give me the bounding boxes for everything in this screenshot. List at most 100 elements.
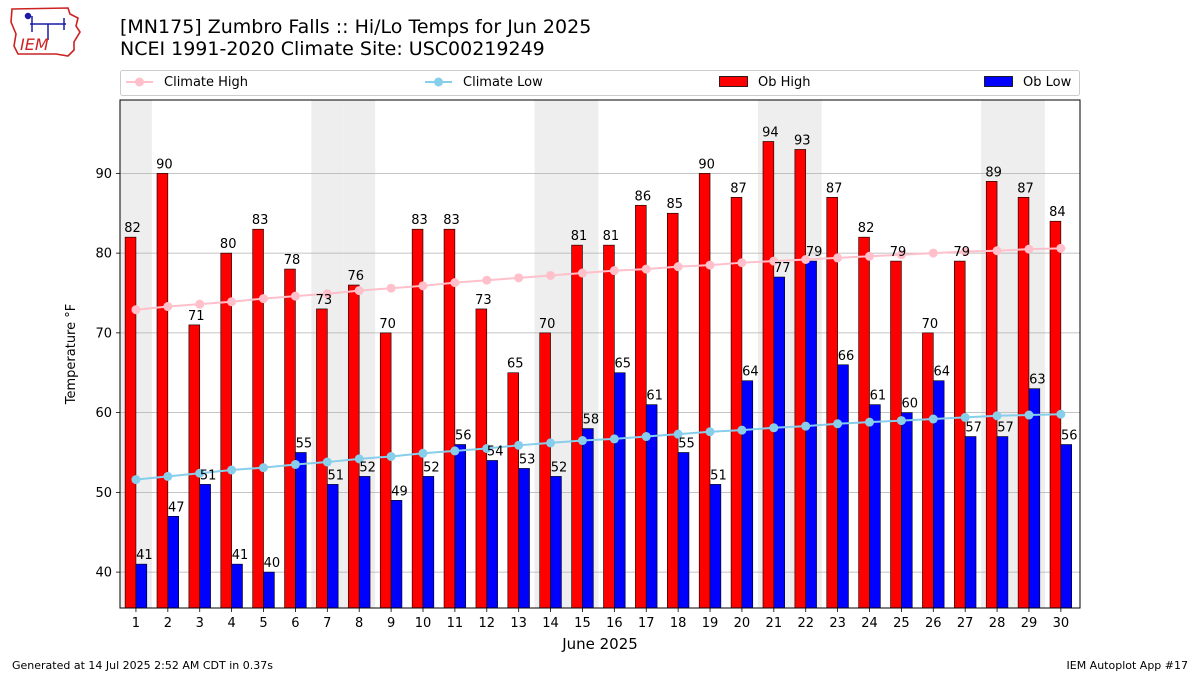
- climate-high-marker: [1024, 244, 1034, 254]
- ob-high-value-label: 70: [379, 317, 396, 332]
- climate-high-marker: [450, 278, 460, 288]
- climate-high-marker: [546, 270, 556, 280]
- x-tick-label: 27: [957, 616, 974, 631]
- climate-high-marker: [514, 273, 524, 283]
- iem-logo: IEM: [10, 7, 81, 57]
- ob-high-bar: [762, 141, 775, 609]
- ob-high-value-label: 83: [411, 213, 428, 228]
- climate-low-marker: [833, 419, 843, 429]
- ob-low-bar: [741, 380, 754, 609]
- footer-app: IEM Autoplot App #17: [1066, 659, 1189, 672]
- x-tick-label: 29: [1021, 616, 1038, 631]
- x-tick-label: 20: [734, 616, 751, 631]
- x-tick-label: 19: [702, 616, 719, 631]
- legend-climate-low-label: Climate Low: [463, 75, 543, 90]
- legend-box: [120, 70, 1080, 96]
- climate-low-marker: [322, 457, 332, 467]
- climate-low-marker: [673, 429, 683, 439]
- x-tick-label: 9: [387, 616, 395, 631]
- x-tick-label: 18: [670, 616, 687, 631]
- ob-high-value-label: 93: [794, 133, 811, 148]
- climate-low-marker: [865, 417, 875, 427]
- x-tick-label: 5: [259, 616, 267, 631]
- ob-high-bar: [985, 181, 998, 609]
- ob-high-value-label: 70: [922, 317, 939, 332]
- ob-high-bar: [1017, 196, 1030, 609]
- ob-high-bar: [252, 228, 264, 609]
- ob-low-value-label: 52: [423, 460, 440, 475]
- ob-low-value-label: 61: [870, 389, 887, 404]
- climate-low-marker: [769, 423, 779, 433]
- ob-low-bar: [805, 260, 817, 609]
- ob-low-bar: [550, 476, 562, 609]
- climate-high-marker: [865, 251, 875, 261]
- ob-low-value-label: 55: [296, 436, 313, 451]
- ob-high-bar: [794, 149, 807, 609]
- ob-high-value-label: 79: [890, 245, 907, 260]
- ob-high-value-label: 83: [252, 213, 269, 228]
- ob-high-value-label: 81: [571, 229, 588, 244]
- ob-low-value-label: 51: [710, 468, 727, 483]
- climate-high-marker: [227, 297, 237, 307]
- ob-high-bar: [922, 332, 934, 609]
- ob-low-value-label: 51: [327, 468, 344, 483]
- climate-low-marker: [960, 412, 970, 422]
- ob-low-bar: [135, 563, 148, 609]
- ob-low-value-label: 41: [232, 548, 249, 563]
- legend-item-ob-low: Ob Low: [984, 75, 1072, 90]
- ob-low-value-label: 54: [487, 444, 504, 459]
- ob-low-bar: [422, 476, 435, 609]
- climate-high-line: [135, 247, 1061, 311]
- x-tick-label: 26: [925, 616, 942, 631]
- legend-ob-high-swatch: [719, 76, 748, 87]
- climate-high-marker: [641, 264, 651, 274]
- logo-text: IEM: [20, 35, 49, 54]
- ob-high-bar: [507, 372, 519, 609]
- ob-high-value-label: 82: [124, 221, 141, 236]
- ob-high-bar: [220, 252, 232, 609]
- ob-high-value-label: 80: [220, 237, 237, 252]
- ob-high-value-label: 87: [1017, 181, 1034, 196]
- x-tick-label: 23: [829, 616, 846, 631]
- climate-low-marker: [482, 444, 492, 454]
- ob-high-value-label: 81: [603, 229, 620, 244]
- climate-high-marker: [131, 305, 141, 315]
- ob-high-bar: [188, 324, 201, 609]
- climate-low-marker: [609, 434, 619, 444]
- ob-high-value-label: 85: [666, 197, 683, 212]
- ob-low-value-label: 66: [838, 349, 855, 364]
- ob-low-bar: [327, 484, 339, 609]
- x-tick-label: 10: [415, 616, 432, 631]
- y-tick-label: 80: [95, 247, 112, 262]
- climate-high-marker: [290, 291, 300, 301]
- climate-low-marker: [450, 446, 460, 456]
- ob-low-value-label: 57: [965, 421, 982, 436]
- x-tick-label: 7: [323, 616, 331, 631]
- ob-high-value-label: 87: [826, 181, 843, 196]
- climate-low-line: [135, 413, 1061, 481]
- y-tick-label: 90: [95, 167, 112, 182]
- climate-high-marker: [354, 286, 364, 296]
- climate-high-marker: [577, 268, 587, 278]
- x-tick-label: 16: [606, 616, 623, 631]
- climate-low-marker: [418, 448, 428, 458]
- ob-high-value-label: 65: [507, 357, 524, 372]
- ob-low-value-label: 65: [615, 357, 632, 372]
- x-tick-label: 24: [861, 616, 878, 631]
- ob-low-bar: [1060, 444, 1073, 609]
- legend-item-climate-low: Climate Low: [425, 75, 543, 90]
- ob-low-bar: [390, 500, 403, 609]
- y-axis-label: Temperature °F: [64, 304, 79, 405]
- ob-high-bar: [475, 308, 488, 609]
- ob-low-bar: [901, 412, 913, 609]
- ob-low-bar: [773, 276, 785, 609]
- plot-frame: [119, 99, 1081, 609]
- climate-low-marker: [928, 414, 938, 424]
- ob-high-value-label: 82: [858, 221, 875, 236]
- y-tick-label: 50: [95, 486, 112, 501]
- ob-low-bar: [167, 515, 179, 609]
- climate-low-marker: [1056, 409, 1066, 419]
- climate-low-marker: [259, 463, 269, 473]
- x-tick-label: 30: [1053, 616, 1070, 631]
- x-tick-label: 14: [542, 616, 559, 631]
